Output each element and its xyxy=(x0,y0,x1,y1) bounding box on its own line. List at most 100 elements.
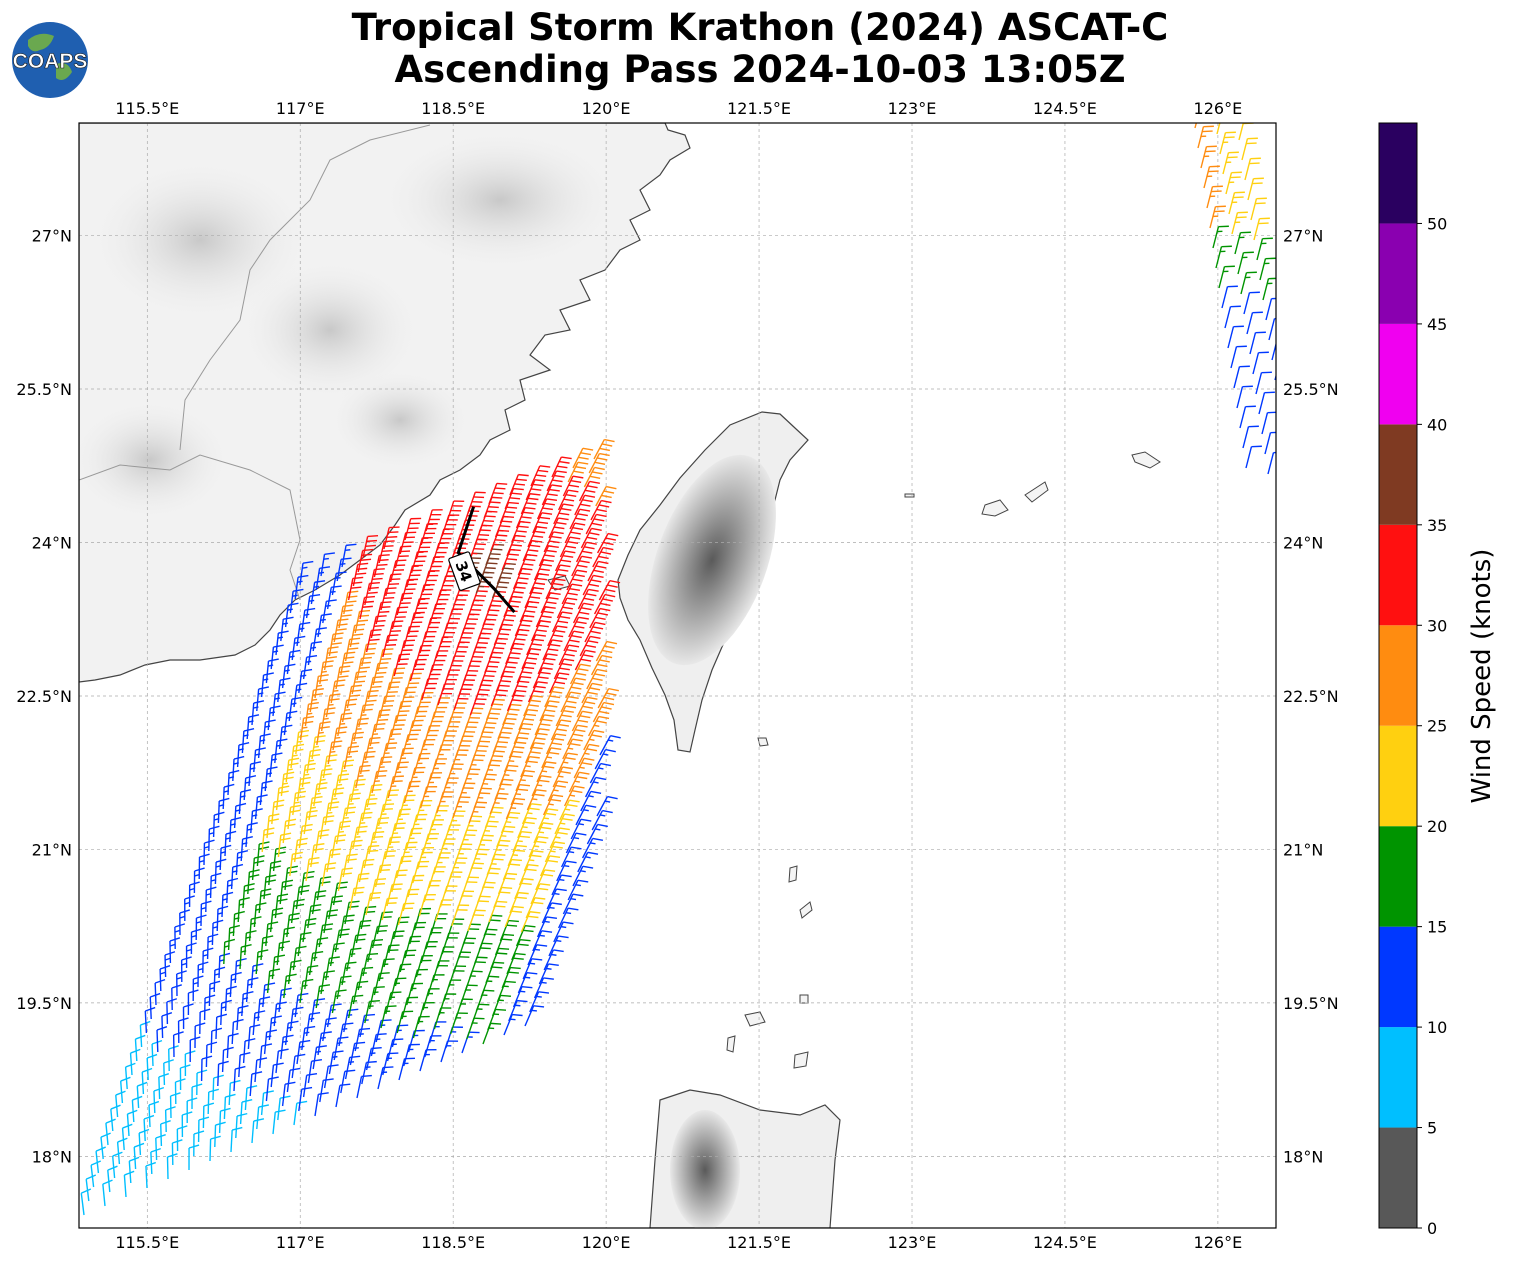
wind-barb xyxy=(574,649,596,671)
wind-barb xyxy=(421,678,439,701)
wind-barb xyxy=(536,761,557,783)
colorbar-tick-label: 50 xyxy=(1427,214,1447,233)
wind-barb xyxy=(416,846,435,870)
wind-barb xyxy=(341,543,357,568)
wind-barb xyxy=(341,698,358,723)
wind-barb xyxy=(553,658,575,680)
wind-barb xyxy=(269,752,283,778)
wind-barb xyxy=(284,865,298,891)
wind-barb xyxy=(244,1085,258,1111)
wind-barb xyxy=(228,1079,241,1106)
lat-tick-label: 27°N xyxy=(1283,227,1323,246)
wind-barb xyxy=(1253,217,1270,241)
wind-barbs xyxy=(80,123,1300,1216)
wind-barb xyxy=(320,707,336,732)
wind-barb xyxy=(541,902,562,924)
wind-barb xyxy=(1209,205,1226,229)
wind-barb xyxy=(503,750,524,773)
lon-tick-label: 118.5°E xyxy=(421,99,485,118)
wind-barb xyxy=(293,837,308,863)
wind-barb xyxy=(586,823,608,845)
wind-barb xyxy=(247,869,260,895)
wind-barb xyxy=(446,655,465,678)
wind-barb xyxy=(584,621,606,643)
wind-barb xyxy=(230,1126,243,1153)
map-frame xyxy=(78,122,1277,1229)
wind-barb xyxy=(1265,297,1276,321)
lat-tick-label: 19.5°N xyxy=(1283,994,1339,1013)
wind-barb xyxy=(310,843,325,868)
title-line-1: Tropical Storm Krathon (2024) ASCAT-C xyxy=(351,6,1169,49)
wind-barb xyxy=(524,742,545,764)
wind-barb xyxy=(587,715,610,737)
wind-barb xyxy=(587,560,609,582)
wind-barb xyxy=(581,837,604,859)
wind-barb xyxy=(259,1043,273,1069)
wind-barb xyxy=(525,479,546,501)
wind-barb xyxy=(415,954,433,978)
wind-barb xyxy=(514,877,534,900)
wind-barb xyxy=(328,895,343,920)
wind-barb xyxy=(524,1005,545,1027)
wind-barb xyxy=(420,941,438,964)
wind-barb xyxy=(85,1174,97,1202)
wind-barb xyxy=(1245,445,1262,469)
wind-barb xyxy=(598,579,621,601)
wind-barb xyxy=(314,829,330,854)
island xyxy=(788,865,798,883)
colorbar-bin xyxy=(1379,323,1417,425)
lon-tick-label: 115.5°E xyxy=(115,99,179,118)
wind-barb xyxy=(256,841,270,867)
colorbar-tick-label: 20 xyxy=(1427,817,1447,836)
wind-barb xyxy=(272,846,287,872)
wind-barb xyxy=(569,508,591,530)
wind-barb xyxy=(298,1086,313,1112)
wind-barb xyxy=(233,1065,246,1092)
wind-barb xyxy=(555,705,577,727)
wind-barb xyxy=(539,700,560,722)
wind-barb xyxy=(271,954,286,980)
wind-barb xyxy=(95,1146,106,1174)
wind-barb xyxy=(542,639,563,661)
wind-barb xyxy=(511,675,532,698)
wind-barb xyxy=(585,513,607,535)
wind-barb xyxy=(548,672,570,694)
wind-barb xyxy=(1203,165,1220,189)
island xyxy=(799,994,809,1004)
lon-tick-label: 118.5°E xyxy=(421,1233,485,1252)
wind-barb xyxy=(298,823,313,849)
colorbar-tick-label: 0 xyxy=(1427,1219,1437,1238)
wind-barb xyxy=(324,801,340,826)
wind-barb xyxy=(313,782,328,807)
wind-barb xyxy=(551,874,572,896)
wind-barb xyxy=(274,738,288,764)
wind-barb xyxy=(416,691,434,715)
wind-barb xyxy=(534,714,555,736)
wind-barb xyxy=(302,917,317,943)
wind-barb xyxy=(107,1165,118,1193)
wind-barb xyxy=(1228,191,1245,215)
wind-barb xyxy=(231,1018,244,1045)
wind-barb xyxy=(1249,331,1266,355)
wind-barb xyxy=(505,642,525,665)
wind-barb xyxy=(1206,185,1223,209)
lat-tick-label: 27°N xyxy=(32,227,72,246)
wind-barb xyxy=(268,860,282,886)
wind-barb xyxy=(544,686,565,708)
colorbar-tick-label: 10 xyxy=(1427,1018,1447,1037)
island xyxy=(904,493,915,498)
wind-barb xyxy=(525,897,546,919)
wind-barb xyxy=(594,748,616,770)
wind-barb xyxy=(1197,125,1214,149)
wind-barb xyxy=(319,815,335,840)
lon-tick-label: 120°E xyxy=(582,1233,631,1252)
wind-barb xyxy=(1224,305,1241,329)
wind-barb xyxy=(295,884,310,910)
wind-barb xyxy=(1234,231,1251,255)
colorbar-label: Wind Speed (knots) xyxy=(1467,549,1497,804)
wind-barb xyxy=(452,796,471,819)
wind-barb xyxy=(1284,418,1300,440)
wind-barb xyxy=(1221,285,1238,309)
wind-barb xyxy=(595,485,617,507)
wind-barb xyxy=(568,771,590,793)
